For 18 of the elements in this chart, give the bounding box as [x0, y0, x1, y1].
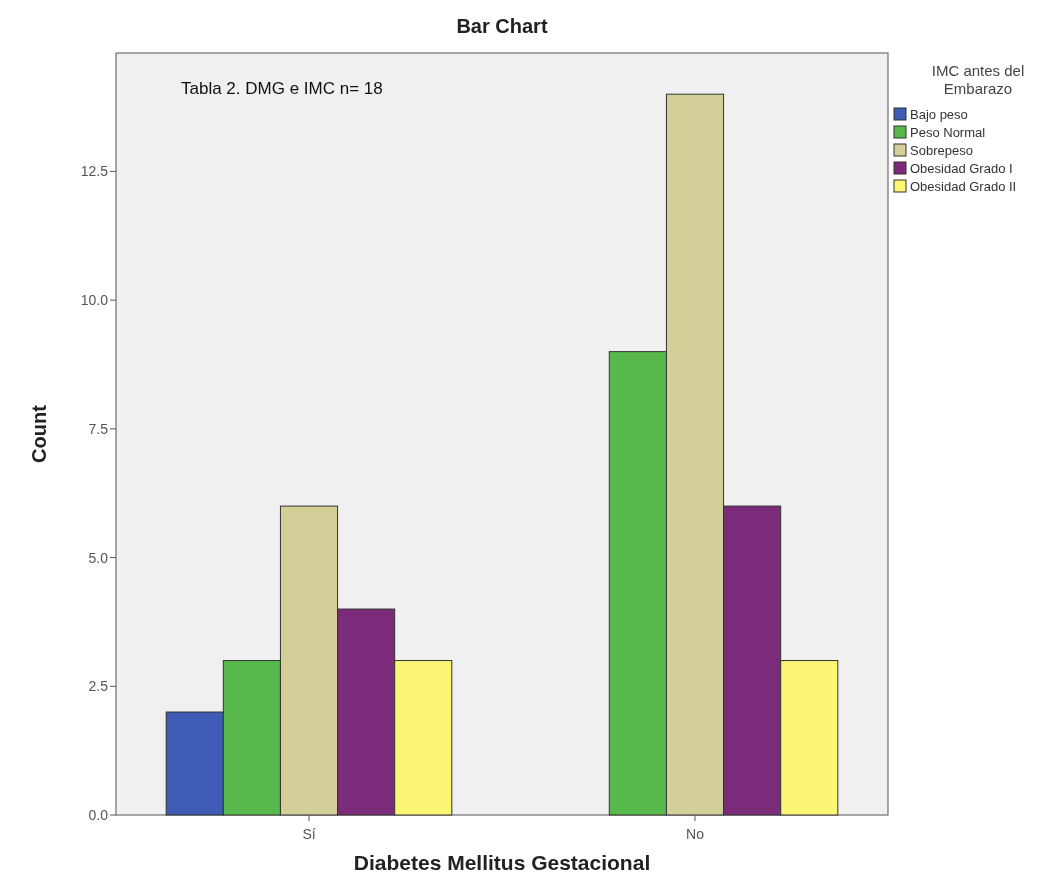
- y-tick-label: 7.5: [88, 420, 109, 437]
- annotation: Tabla 2. DMG e IMC n= 18: [181, 79, 383, 98]
- legend-label: Bajo peso: [910, 107, 968, 122]
- legend-label: Sobrepeso: [910, 143, 973, 158]
- legend-label: Peso Normal: [910, 125, 986, 140]
- y-axis-title: Count: [28, 404, 50, 463]
- x-tick-label: No: [686, 826, 705, 842]
- x-tick-label: Sí: [302, 826, 316, 842]
- y-tick-label: 5.0: [88, 549, 109, 566]
- legend-title: IMC antes del Embarazo: [931, 62, 1025, 97]
- legend-label: Obesidad Grado I: [910, 161, 1013, 176]
- chart-title: Bar Chart: [456, 15, 548, 37]
- x-axis-title: Diabetes Mellitus Gestacional: [353, 851, 651, 874]
- y-tick-label: 12.5: [80, 163, 109, 180]
- y-tick-label: 10.0: [80, 292, 109, 309]
- y-tick-label: 2.5: [88, 678, 109, 695]
- legend-label: Obesidad Grado II: [910, 179, 1017, 194]
- y-tick-label: 0.0: [88, 807, 109, 823]
